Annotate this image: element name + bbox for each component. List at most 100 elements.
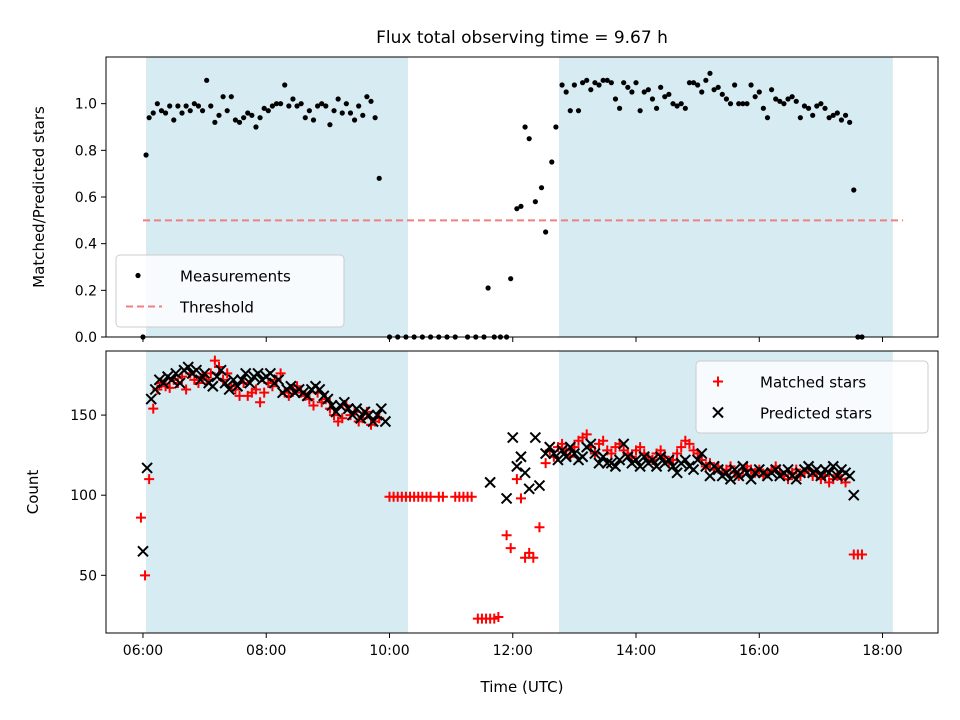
ratio-point-0-15 xyxy=(199,108,206,114)
ratio-point-0-30 xyxy=(261,105,267,111)
ratio-point-0-27 xyxy=(249,112,255,118)
count-point-1-40 xyxy=(301,390,314,402)
count-point-0-124 xyxy=(676,442,687,453)
count-point-1-96 xyxy=(650,460,663,473)
count-point-1-88 xyxy=(617,438,630,450)
ratio-point-0-11 xyxy=(183,103,189,109)
count-point-1-52 xyxy=(350,402,363,415)
count-point-1-55 xyxy=(363,409,375,421)
count-panel-shaded-regions xyxy=(146,351,893,633)
ratio-point-0-154 xyxy=(842,112,849,118)
count-point-1-72 xyxy=(552,454,564,466)
count-point-1-3 xyxy=(149,383,162,396)
count-point-0-85 xyxy=(511,474,522,485)
count-point-0-90 xyxy=(534,522,545,533)
ratio-point-0-143 xyxy=(797,115,803,121)
count-point-0-123 xyxy=(672,448,683,459)
ratio-point-0-133 xyxy=(756,89,762,95)
ratio-point-0-86 xyxy=(563,89,569,95)
ratio-y-tick-label-2: 0.4 xyxy=(75,237,97,253)
count-point-0-3 xyxy=(148,403,159,414)
count-point-1-22 xyxy=(227,374,240,386)
ratio-point-0-80 xyxy=(532,199,538,205)
ratio-point-0-124 xyxy=(719,91,725,97)
count-point-1-81 xyxy=(589,447,601,460)
ratio-point-0-146 xyxy=(810,112,816,118)
ratio-point-0-114 xyxy=(678,101,684,107)
count-point-1-83 xyxy=(597,451,609,463)
count-point-0-101 xyxy=(581,429,592,440)
ratio-shaded-interval-1 xyxy=(558,57,893,337)
ratio-point-0-39 xyxy=(298,101,304,107)
count-point-1-116 xyxy=(733,470,745,482)
ratio-point-0-125 xyxy=(723,96,730,102)
count-point-0-95 xyxy=(557,438,568,449)
count-point-1-25 xyxy=(239,367,252,380)
count-point-1-33 xyxy=(272,374,285,386)
count-point-1-2 xyxy=(145,393,157,405)
ratio-point-0-151 xyxy=(830,112,836,118)
ratio-point-0-116 xyxy=(686,80,693,86)
count-point-1-51 xyxy=(346,409,359,421)
ratio-point-0-138 xyxy=(777,98,783,104)
count-point-1-17 xyxy=(207,380,219,392)
ratio-point-0-19 xyxy=(216,112,222,118)
x-tick-label-4: 14:00 xyxy=(616,643,656,659)
ratio-point-0-152 xyxy=(834,110,840,116)
ratio-point-0-17 xyxy=(208,103,214,109)
count-y-tick-label-0: 50 xyxy=(79,568,97,584)
ratio-y-tick-label-3: 0.6 xyxy=(75,190,97,206)
ratio-y-tick-label-4: 0.8 xyxy=(75,143,97,159)
x-tick-label-5: 16:00 xyxy=(739,643,779,659)
ratio-point-0-84 xyxy=(553,124,559,130)
count-point-1-67 xyxy=(529,431,542,444)
x-tick-label-6: 18:00 xyxy=(862,643,902,659)
ratio-point-0-98 xyxy=(612,96,619,102)
ratio-point-0-102 xyxy=(629,89,635,95)
count-point-1-62 xyxy=(507,431,519,444)
ratio-panel: 0.0 0.2 0.4 0.6 0.8 1.0 Matched/Predicted sta… xyxy=(30,56,939,346)
ratio-panel-x-ticks xyxy=(142,337,884,342)
count-point-1-108 xyxy=(700,460,712,473)
ratio-point-0-120 xyxy=(703,77,709,83)
count-point-0-126 xyxy=(684,438,695,449)
ratio-point-0-41 xyxy=(306,108,312,114)
count-point-1-28 xyxy=(252,367,264,380)
count-point-1-135 xyxy=(811,463,823,476)
ratio-point-0-14 xyxy=(195,103,202,109)
count-point-0-7 xyxy=(164,382,175,393)
count-point-1-109 xyxy=(704,470,716,482)
ratio-point-0-88 xyxy=(571,82,577,88)
ratio-point-0-141 xyxy=(789,94,795,100)
count-panel-ylabel: Count xyxy=(24,470,42,515)
ratio-point-0-25 xyxy=(241,115,247,121)
ratio-point-0-95 xyxy=(600,77,606,83)
count-point-1-118 xyxy=(741,467,753,479)
x-tick-label-2: 10:00 xyxy=(369,643,409,659)
ratio-point-0-128 xyxy=(736,101,742,107)
count-point-0-119 xyxy=(655,445,666,456)
count-point-1-84 xyxy=(601,457,613,469)
ratio-point-0-147 xyxy=(814,103,820,109)
count-point-1-143 xyxy=(843,470,856,482)
ratio-point-0-91 xyxy=(584,77,590,83)
count-point-1-56 xyxy=(367,415,379,428)
count-point-0-11 xyxy=(181,384,192,395)
ratio-point-0-21 xyxy=(224,108,230,114)
ratio-point-0-34 xyxy=(278,101,284,107)
count-point-1-76 xyxy=(568,447,581,460)
count-point-1-80 xyxy=(585,438,597,450)
ratio-point-0-123 xyxy=(715,84,721,90)
count-shaded-interval-0 xyxy=(146,351,408,633)
ratio-point-0-131 xyxy=(748,82,754,88)
count-point-1-50 xyxy=(342,402,355,415)
count-point-0-86 xyxy=(515,493,526,504)
count-point-1-73 xyxy=(556,444,568,457)
count-point-1-82 xyxy=(593,457,605,469)
ratio-y-tick-label-5: 1.0 xyxy=(75,97,97,113)
ratio-point-0-148 xyxy=(818,101,824,107)
count-point-1-24 xyxy=(235,374,248,386)
count-point-1-93 xyxy=(638,451,650,463)
ratio-point-0-130 xyxy=(744,101,750,107)
count-point-0-49 xyxy=(337,413,348,424)
